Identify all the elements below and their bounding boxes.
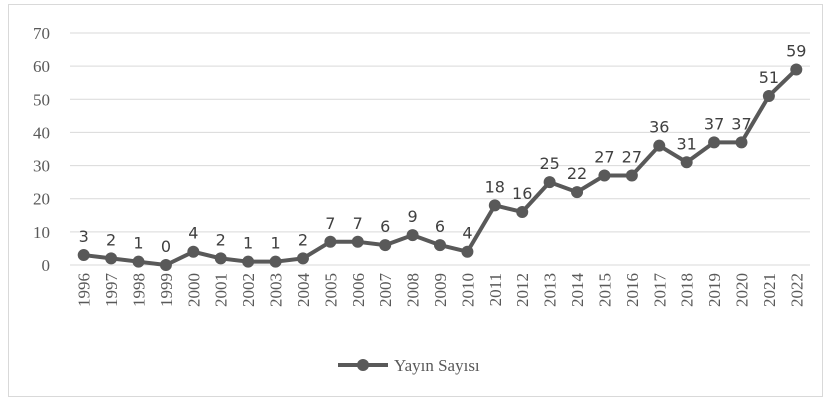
- data-label: 1: [133, 234, 143, 253]
- point: [571, 186, 584, 199]
- x-tick-label: 2020: [732, 273, 751, 307]
- point: [105, 252, 118, 265]
- data-label: 27: [622, 148, 642, 167]
- data-label: 2: [216, 230, 226, 249]
- data-label: 51: [759, 68, 779, 87]
- x-tick-label: 1999: [157, 273, 176, 307]
- data-label: 37: [731, 114, 751, 133]
- point: [159, 259, 172, 271]
- x-tick-label: 2021: [760, 273, 779, 307]
- point: [598, 169, 611, 182]
- point: [296, 252, 309, 265]
- point: [516, 205, 529, 218]
- x-tick-label: 2006: [349, 273, 368, 307]
- data-label: 1: [270, 234, 280, 253]
- y-tick-label: 40: [33, 123, 50, 142]
- point: [379, 239, 392, 252]
- point: [625, 169, 638, 182]
- point: [488, 199, 501, 212]
- x-tick-label: 1998: [130, 273, 149, 307]
- y-tick-label: 50: [33, 90, 50, 109]
- x-tick-label: 1996: [75, 273, 94, 307]
- x-tick-label: 2012: [513, 273, 532, 307]
- point: [653, 139, 666, 152]
- point: [242, 255, 255, 268]
- x-tick-label: 2011: [486, 273, 505, 306]
- point: [351, 235, 364, 248]
- x-tick-label: 2009: [431, 273, 450, 307]
- point: [77, 249, 90, 262]
- data-label: 0: [161, 237, 171, 256]
- x-tick-label: 2003: [267, 273, 286, 307]
- x-tick-label: 2001: [212, 273, 231, 307]
- data-label: 25: [539, 154, 559, 173]
- chart-border: [8, 4, 823, 397]
- data-label: 7: [325, 214, 335, 233]
- x-tick-label: 2015: [595, 273, 614, 307]
- x-tick-label: 2016: [623, 273, 642, 307]
- y-tick-label: 20: [33, 190, 50, 209]
- data-label: 4: [462, 224, 472, 243]
- x-tick-label: 2010: [458, 273, 477, 307]
- x-tick-label: 2013: [541, 273, 560, 307]
- x-tick-label: 2005: [321, 273, 340, 307]
- data-label: 6: [380, 217, 390, 236]
- y-tick-label: 10: [33, 223, 50, 242]
- point: [132, 255, 145, 268]
- x-tick-label: 2017: [650, 273, 669, 308]
- data-label: 16: [512, 184, 532, 203]
- data-label: 1: [243, 234, 253, 253]
- y-tick-label: 70: [33, 24, 50, 43]
- x-tick-label: 2022: [787, 273, 806, 307]
- x-tick-label: 1997: [102, 273, 121, 308]
- legend-label: Yayın Sayısı: [394, 356, 480, 375]
- data-label: 27: [594, 148, 614, 167]
- data-label: 9: [407, 207, 417, 226]
- y-tick-label: 60: [33, 57, 50, 76]
- x-tick-label: 2004: [294, 273, 313, 308]
- x-tick-label: 2019: [705, 273, 724, 307]
- data-label: 2: [298, 230, 308, 249]
- data-label: 59: [786, 41, 806, 60]
- data-label: 3: [79, 227, 89, 246]
- point: [214, 252, 227, 265]
- point: [324, 235, 337, 248]
- legend-marker: [357, 359, 369, 371]
- data-label: 7: [353, 214, 363, 233]
- point: [543, 176, 556, 189]
- x-tick-label: 2000: [184, 273, 203, 307]
- data-label: 18: [485, 177, 505, 196]
- data-label: 2: [106, 230, 116, 249]
- y-tick-label: 30: [33, 157, 50, 176]
- data-label: 36: [649, 118, 669, 137]
- x-tick-label: 2008: [404, 273, 423, 307]
- point: [269, 255, 282, 268]
- x-tick-label: 2018: [678, 273, 697, 307]
- data-label: 6: [435, 217, 445, 236]
- x-tick-label: 2007: [376, 273, 395, 308]
- point: [434, 239, 446, 252]
- x-tick-label: 2014: [568, 273, 587, 308]
- point: [680, 156, 693, 169]
- data-label: 31: [676, 134, 696, 153]
- y-tick-label: 0: [42, 256, 51, 275]
- data-label: 22: [567, 164, 587, 183]
- point: [708, 136, 721, 149]
- data-label: 4: [188, 224, 198, 243]
- point: [790, 63, 803, 76]
- point: [735, 136, 748, 149]
- point: [762, 89, 775, 102]
- data-label: 37: [704, 114, 724, 133]
- x-tick-label: 2002: [239, 273, 258, 307]
- point: [406, 229, 419, 242]
- point: [461, 245, 474, 258]
- point: [187, 245, 200, 258]
